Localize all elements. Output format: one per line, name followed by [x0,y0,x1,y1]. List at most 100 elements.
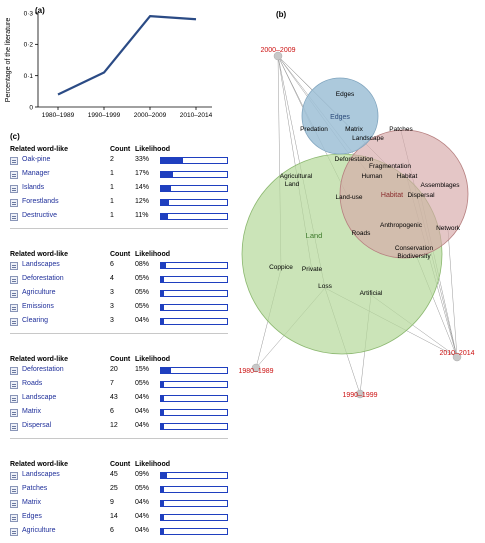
document-icon[interactable] [10,409,18,417]
x-tick-label: 2010–2014 [180,112,213,119]
header-word: Related word-like [10,251,68,258]
count-cell: 9 [110,499,114,506]
related-word-link[interactable]: Destructive [22,212,57,219]
likelihood-bar-fill [161,487,164,492]
document-icon[interactable] [10,395,18,403]
related-word-link[interactable]: Dispersal [22,422,51,429]
document-icon[interactable] [10,367,18,375]
network-word: Conservation [395,245,434,252]
document-icon[interactable] [10,472,18,480]
header-likelihood: Likelihood [135,146,170,153]
count-cell: 25 [110,485,118,492]
likelihood-cell: 04% [135,394,149,401]
related-word-link[interactable]: Islands [22,184,44,191]
table-row: Destructive 1 11% [10,212,222,223]
network-word: Artificial [360,290,383,297]
table-section-1: Related word-like Count Likelihood Oak-p… [10,146,222,251]
document-icon[interactable] [10,276,18,284]
x-tick-label: 1980–1989 [42,112,75,119]
likelihood-bar-fill [161,277,164,282]
table-row: Patches 25 05% [10,485,222,496]
count-cell: 7 [110,380,114,387]
likelihood-cell: 11% [135,212,149,219]
section-divider [10,438,228,439]
likelihood-bar-fill [161,291,164,296]
related-word-link[interactable]: Forestlands [22,198,59,205]
likelihood-cell: 04% [135,317,149,324]
related-word-link[interactable]: Emissions [22,303,54,310]
table-header: Related word-like Count Likelihood [10,461,68,468]
section-divider [10,228,228,229]
cluster-label-edges: Edges [330,114,350,121]
count-cell: 12 [110,422,118,429]
document-icon[interactable] [10,199,18,207]
related-word-link[interactable]: Landscapes [22,471,60,478]
network-word: Private [302,266,323,273]
likelihood-bar [160,318,228,325]
likelihood-bar-fill [161,396,164,401]
count-cell: 3 [110,289,114,296]
related-word-link[interactable]: Manager [22,170,50,177]
related-word-link[interactable]: Deforestation [22,275,64,282]
document-icon[interactable] [10,514,18,522]
related-word-link[interactable]: Matrix [22,499,41,506]
likelihood-bar [160,381,228,388]
document-icon[interactable] [10,262,18,270]
x-tick-label: 1990–1999 [88,112,121,119]
likelihood-cell: 04% [135,422,149,429]
document-icon[interactable] [10,213,18,221]
related-word-link[interactable]: Matrix [22,408,41,415]
network-word: Deforestation [335,156,374,163]
y-tick-label: 0·3 [24,10,34,17]
likelihood-bar-fill [161,214,168,219]
related-word-link[interactable]: Roads [22,380,42,387]
document-icon[interactable] [10,486,18,494]
document-icon[interactable] [10,500,18,508]
network-word: Coppice [269,264,293,271]
count-cell: 1 [110,212,114,219]
likelihood-cell: 08% [135,261,149,268]
likelihood-cell: 04% [135,499,149,506]
related-word-link[interactable]: Oak-pine [22,156,50,163]
y-tick-label: 0·1 [24,73,34,80]
likelihood-cell: 05% [135,380,149,387]
document-icon[interactable] [10,157,18,165]
related-word-link[interactable]: Landscape [22,394,56,401]
count-cell: 1 [110,170,114,177]
likelihood-bar-fill [161,515,164,520]
likelihood-cell: 05% [135,485,149,492]
likelihood-cell: 09% [135,471,149,478]
related-word-link[interactable]: Agriculture [22,289,55,296]
related-word-link[interactable]: Edges [22,513,42,520]
document-icon[interactable] [10,171,18,179]
related-word-link[interactable]: Deforestation [22,366,64,373]
network-word: Dispersal [407,192,435,199]
document-icon[interactable] [10,318,18,326]
related-word-link[interactable]: Landscapes [22,261,60,268]
count-cell: 4 [110,275,114,282]
likelihood-bar [160,171,228,178]
header-likelihood: Likelihood [135,461,170,468]
document-icon[interactable] [10,381,18,389]
count-cell: 1 [110,184,114,191]
table-section-4: Related word-like Count Likelihood Lands… [10,461,222,543]
likelihood-cell: 04% [135,408,149,415]
likelihood-bar-fill [161,200,169,205]
related-word-link[interactable]: Agriculture [22,527,55,534]
document-icon[interactable] [10,528,18,536]
document-icon[interactable] [10,304,18,312]
likelihood-bar [160,304,228,311]
document-icon[interactable] [10,185,18,193]
related-words-tables: Related word-like Count Likelihood Oak-p… [10,146,222,543]
series-line [58,16,196,94]
related-word-link[interactable]: Clearing [22,317,48,324]
table-header: Related word-like Count Likelihood [10,146,68,153]
likelihood-bar-fill [161,172,173,177]
document-icon[interactable] [10,423,18,431]
document-icon[interactable] [10,290,18,298]
related-word-link[interactable]: Patches [22,485,47,492]
table-row: Roads 7 05% [10,380,222,391]
